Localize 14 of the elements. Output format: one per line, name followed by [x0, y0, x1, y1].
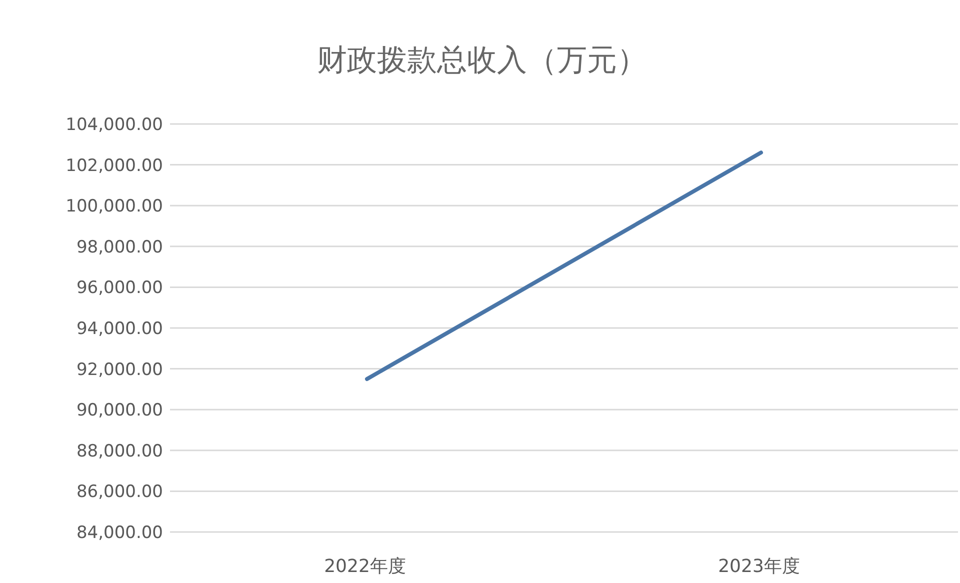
chart-title: 财政拨款总收入（万元）	[317, 43, 647, 78]
y-tick-label: 98,000.00	[76, 237, 163, 258]
y-tick-label: 102,000.00	[66, 156, 163, 176]
y-tick-label: 92,000.00	[76, 360, 163, 380]
x-tick-label: 2022年度	[324, 556, 406, 577]
y-tick-label: 90,000.00	[76, 400, 163, 421]
y-tick-label: 100,000.00	[66, 196, 163, 217]
y-tick-label: 94,000.00	[76, 319, 163, 339]
y-tick-label: 88,000.00	[76, 441, 163, 462]
y-tick-label: 96,000.00	[76, 278, 163, 298]
y-tick-label: 84,000.00	[76, 523, 163, 543]
y-tick-label: 104,000.00	[66, 115, 163, 135]
x-tick-label: 2023年度	[718, 556, 800, 577]
y-tick-label: 86,000.00	[76, 482, 163, 502]
